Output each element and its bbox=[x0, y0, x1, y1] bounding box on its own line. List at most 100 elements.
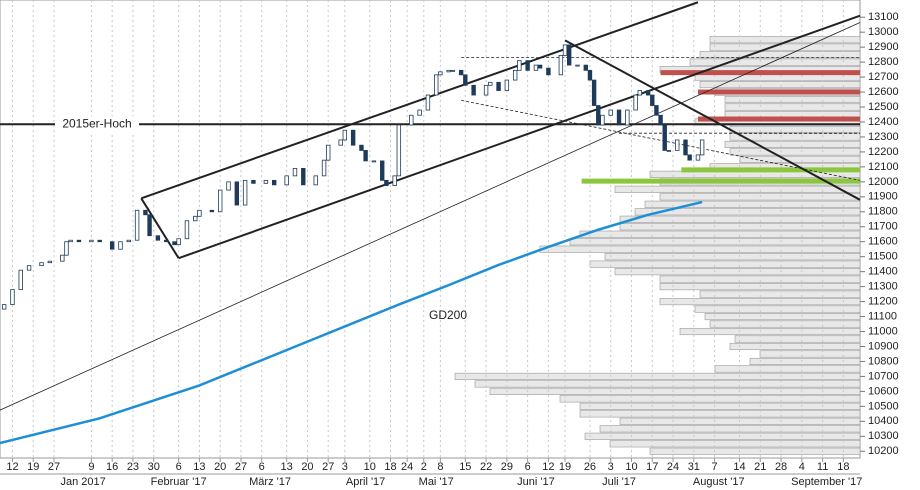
candle bbox=[674, 139, 680, 151]
x-tick-label: 6 bbox=[259, 461, 265, 473]
candle bbox=[566, 44, 572, 66]
x-tick-label: 21 bbox=[754, 461, 766, 473]
candle bbox=[658, 114, 663, 126]
candle bbox=[284, 175, 289, 186]
candle bbox=[637, 90, 643, 96]
candle bbox=[625, 109, 630, 126]
x-tick-label: 31 bbox=[688, 461, 700, 473]
y-tick-label: 12100 bbox=[868, 161, 899, 173]
candle bbox=[471, 84, 476, 96]
month-label: April '17 bbox=[346, 476, 385, 488]
volume-bar bbox=[729, 148, 861, 156]
y-tick-label: 12000 bbox=[868, 176, 899, 188]
volume-bar bbox=[689, 58, 861, 66]
candle bbox=[562, 44, 568, 56]
y-tick-label: 10300 bbox=[868, 430, 899, 442]
candle bbox=[338, 139, 343, 146]
candle bbox=[488, 81, 493, 86]
x-tick-label: 6 bbox=[176, 461, 182, 473]
volume-bar bbox=[714, 365, 861, 373]
x-tick-label: 15 bbox=[459, 461, 471, 473]
candle bbox=[396, 124, 402, 177]
x-tick-label: 11 bbox=[817, 461, 828, 473]
y-tick-label: 12600 bbox=[868, 86, 899, 98]
moving-average bbox=[0, 200, 703, 445]
candle bbox=[558, 54, 564, 76]
volume-bar bbox=[734, 335, 861, 343]
candle bbox=[263, 179, 269, 184]
candle bbox=[76, 239, 82, 243]
candle bbox=[409, 114, 414, 126]
x-tick-label: 18 bbox=[837, 461, 849, 473]
volume-bar bbox=[699, 81, 861, 89]
candle bbox=[525, 60, 530, 71]
trendline bbox=[140, 1, 699, 200]
candle bbox=[417, 109, 422, 116]
month-label: Mai '17 bbox=[419, 476, 454, 488]
candle bbox=[184, 220, 190, 240]
label-bg bbox=[55, 116, 139, 133]
x-tick-label: 9 bbox=[88, 461, 94, 473]
volume-bar bbox=[559, 395, 861, 403]
candle bbox=[176, 238, 181, 246]
x-tick-label: 30 bbox=[148, 461, 160, 473]
candle bbox=[155, 235, 161, 241]
x-tick-label: 3 bbox=[608, 461, 614, 473]
candle bbox=[438, 71, 443, 76]
month-label: März '17 bbox=[249, 476, 291, 488]
candle bbox=[126, 239, 131, 243]
x-tick-label: 6 bbox=[525, 461, 531, 473]
x-tick-label: 10 bbox=[364, 461, 376, 473]
x-tick-label: 12 bbox=[6, 461, 18, 473]
candle bbox=[134, 209, 140, 241]
volume-bar bbox=[739, 155, 861, 163]
x-tick-label: 4 bbox=[799, 461, 805, 473]
y-tick-label: 11800 bbox=[868, 206, 898, 218]
candle bbox=[209, 209, 215, 213]
candle bbox=[591, 79, 597, 106]
candle bbox=[546, 67, 551, 76]
volume-bar bbox=[724, 95, 861, 104]
candle bbox=[687, 154, 692, 161]
candle bbox=[39, 262, 44, 267]
candle bbox=[143, 209, 148, 216]
candle bbox=[118, 241, 123, 250]
x-tick-label: 19 bbox=[559, 461, 571, 473]
x-tick-label: 12 bbox=[542, 461, 554, 473]
y-tick-label: 10200 bbox=[868, 445, 899, 457]
y-tick-label: 10500 bbox=[868, 400, 899, 412]
candle bbox=[234, 181, 240, 206]
candle bbox=[380, 160, 385, 181]
volume-bar bbox=[539, 245, 861, 253]
x-tick-label: 27 bbox=[235, 461, 247, 473]
candle bbox=[633, 94, 638, 111]
volume-bar bbox=[709, 320, 861, 328]
candle bbox=[172, 241, 177, 246]
volume-bar bbox=[699, 51, 861, 59]
x-tick-label: 27 bbox=[322, 461, 334, 473]
x-tick-label: 18 bbox=[384, 461, 396, 473]
candle bbox=[193, 215, 198, 222]
trendline bbox=[0, 22, 861, 411]
month-label: Juni '17 bbox=[517, 476, 555, 488]
y-tick-label: 11500 bbox=[868, 251, 898, 263]
trendline bbox=[564, 39, 861, 201]
y-tick-label: 11200 bbox=[868, 295, 898, 307]
candle bbox=[596, 105, 601, 126]
x-tick-label: 29 bbox=[501, 461, 513, 473]
y-tick-label: 10400 bbox=[868, 415, 899, 427]
x-tick-label: 20 bbox=[301, 461, 313, 473]
candle bbox=[695, 154, 701, 161]
candle bbox=[363, 150, 368, 162]
y-tick-label: 12900 bbox=[868, 41, 899, 53]
candle bbox=[463, 74, 468, 86]
y-tick-label: 13000 bbox=[868, 26, 899, 38]
ma-label: GD200 bbox=[429, 308, 467, 322]
candle bbox=[60, 254, 65, 262]
month-label: September '17 bbox=[791, 476, 862, 488]
y-tick-label: 10600 bbox=[868, 385, 899, 397]
y-tick-label: 12700 bbox=[868, 71, 899, 83]
candle bbox=[326, 144, 331, 161]
candle bbox=[392, 175, 397, 186]
candle bbox=[654, 105, 659, 116]
